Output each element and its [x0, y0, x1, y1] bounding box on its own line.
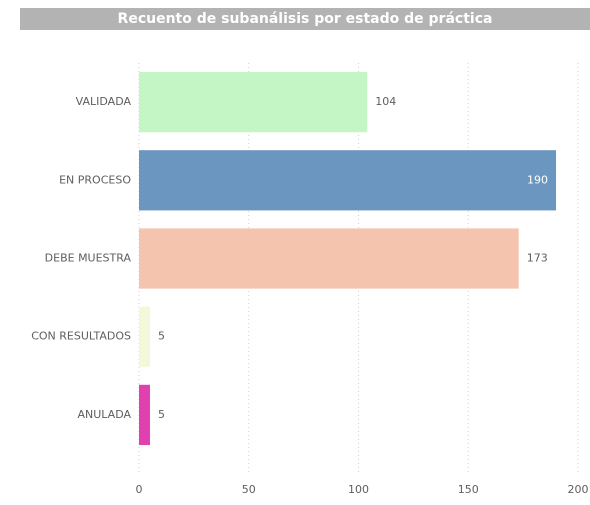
bar — [139, 384, 150, 446]
x-tick-label: 100 — [348, 483, 369, 496]
title-bar — [20, 8, 590, 30]
bar — [139, 71, 368, 133]
y-tick-label: ANULADA — [77, 408, 131, 421]
x-tick-label: 200 — [568, 483, 589, 496]
x-tick-label: 150 — [458, 483, 479, 496]
y-tick-label: DEBE MUESTRA — [45, 252, 132, 265]
bar — [139, 306, 150, 367]
y-tick-label: CON RESULTADOS — [31, 330, 131, 343]
data-label: 5 — [158, 408, 165, 421]
data-label: 104 — [375, 95, 396, 108]
x-tick-label: 50 — [242, 483, 256, 496]
bar — [139, 150, 557, 211]
y-tick-label: VALIDADA — [76, 95, 132, 108]
data-label: 5 — [158, 330, 165, 343]
bar — [139, 228, 519, 289]
x-tick-label: 0 — [136, 483, 143, 496]
y-tick-label: EN PROCESO — [59, 173, 131, 186]
chart-title: Recuento de subanálisis por estado de pr… — [118, 11, 493, 27]
data-label: 173 — [527, 252, 548, 265]
data-label: 190 — [527, 173, 548, 186]
